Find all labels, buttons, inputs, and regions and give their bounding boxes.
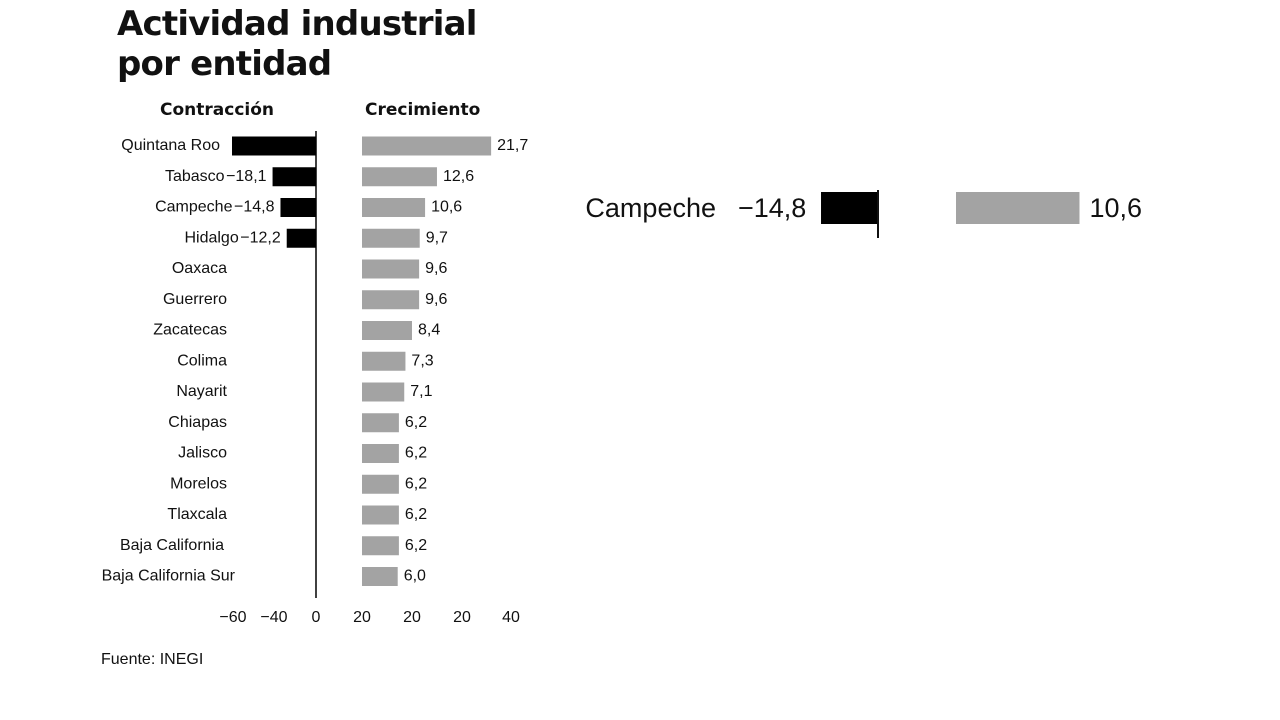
contraction-value-label: −12,2 xyxy=(240,229,281,246)
chart-title-line-2: por entidad xyxy=(117,44,332,84)
category-label: Nayarit xyxy=(176,383,227,400)
growth-bar xyxy=(362,444,399,463)
growth-value-label: 6,2 xyxy=(405,475,427,492)
axis-tick-label: 0 xyxy=(312,609,321,626)
axis-tick-label: 20 xyxy=(353,609,371,626)
growth-value-label: 9,6 xyxy=(425,260,447,277)
category-label: Tabasco xyxy=(165,168,225,185)
growth-value-label: 6,2 xyxy=(405,506,427,523)
growth-bar xyxy=(362,167,437,187)
contraction-value-label: −14,8 xyxy=(234,199,275,216)
highlight-growth-bar xyxy=(956,192,1080,224)
growth-bar xyxy=(362,505,399,525)
growth-bar xyxy=(362,474,399,494)
growth-bar xyxy=(362,567,398,586)
category-label: Colima xyxy=(177,352,227,369)
panel-header-contraction: Contracción xyxy=(160,100,275,120)
category-label: Campeche xyxy=(155,199,232,216)
growth-bar xyxy=(362,290,420,310)
category-label: Morelos xyxy=(170,475,227,492)
growth-value-label: 7,1 xyxy=(410,383,432,400)
category-label: Chiapas xyxy=(168,414,227,431)
chart-title: Actividad industrial por entidad xyxy=(117,4,537,84)
category-label: Zacatecas xyxy=(153,322,227,339)
growth-bar xyxy=(362,536,399,556)
growth-bar xyxy=(362,198,426,217)
growth-value-label: 6,0 xyxy=(404,568,426,585)
category-label: Baja California xyxy=(120,537,224,554)
growth-value-label: 9,6 xyxy=(425,291,447,308)
axis-tick-label: −60 xyxy=(219,609,246,626)
highlight-category-label: Campeche xyxy=(585,193,716,223)
growth-bar xyxy=(362,228,420,248)
growth-value-label: 6,2 xyxy=(405,445,427,462)
axis-tick-label: 40 xyxy=(502,609,520,626)
growth-value-label: 9,7 xyxy=(426,229,448,246)
contraction-bar xyxy=(286,228,316,248)
growth-bar xyxy=(362,351,406,371)
panel-header-growth: Crecimiento xyxy=(365,100,481,120)
growth-value-label: 8,4 xyxy=(418,322,440,339)
growth-value-label: 6,2 xyxy=(405,414,427,431)
growth-value-label: 12,6 xyxy=(443,168,474,185)
category-label: Tlaxcala xyxy=(167,506,227,523)
highlight-growth-label: 10,6 xyxy=(1089,193,1142,223)
chart-title-line-1: Actividad industrial xyxy=(117,4,477,44)
highlight-contraction-bar xyxy=(821,192,878,224)
category-label: Quintana Roo xyxy=(121,137,220,154)
axis-tick-label: −40 xyxy=(260,609,287,626)
category-label: Baja California Sur xyxy=(102,568,236,585)
growth-bar xyxy=(362,413,399,433)
category-label: Guerrero xyxy=(163,291,227,308)
category-label: Jalisco xyxy=(178,445,227,462)
growth-value-label: 7,3 xyxy=(411,352,433,369)
growth-value-label: 21,7 xyxy=(497,137,528,154)
contraction-bar xyxy=(280,198,316,217)
category-label: Oaxaca xyxy=(172,260,227,277)
category-label: Hidalgo xyxy=(184,229,238,246)
growth-value-label: 10,6 xyxy=(431,199,462,216)
growth-bar xyxy=(362,382,405,402)
contraction-bar xyxy=(272,167,316,187)
growth-value-label: 6,2 xyxy=(405,537,427,554)
contraction-value-label: −18,1 xyxy=(226,168,267,185)
axis-tick-label: 20 xyxy=(403,609,421,626)
source-note: Fuente: INEGI xyxy=(101,651,204,668)
highlight-contraction-label: −14,8 xyxy=(738,193,806,223)
growth-bar xyxy=(362,321,412,340)
axis-tick-label: 20 xyxy=(453,609,471,626)
growth-bar xyxy=(362,259,420,279)
contraction-bar xyxy=(232,136,316,156)
growth-bar xyxy=(362,136,492,156)
